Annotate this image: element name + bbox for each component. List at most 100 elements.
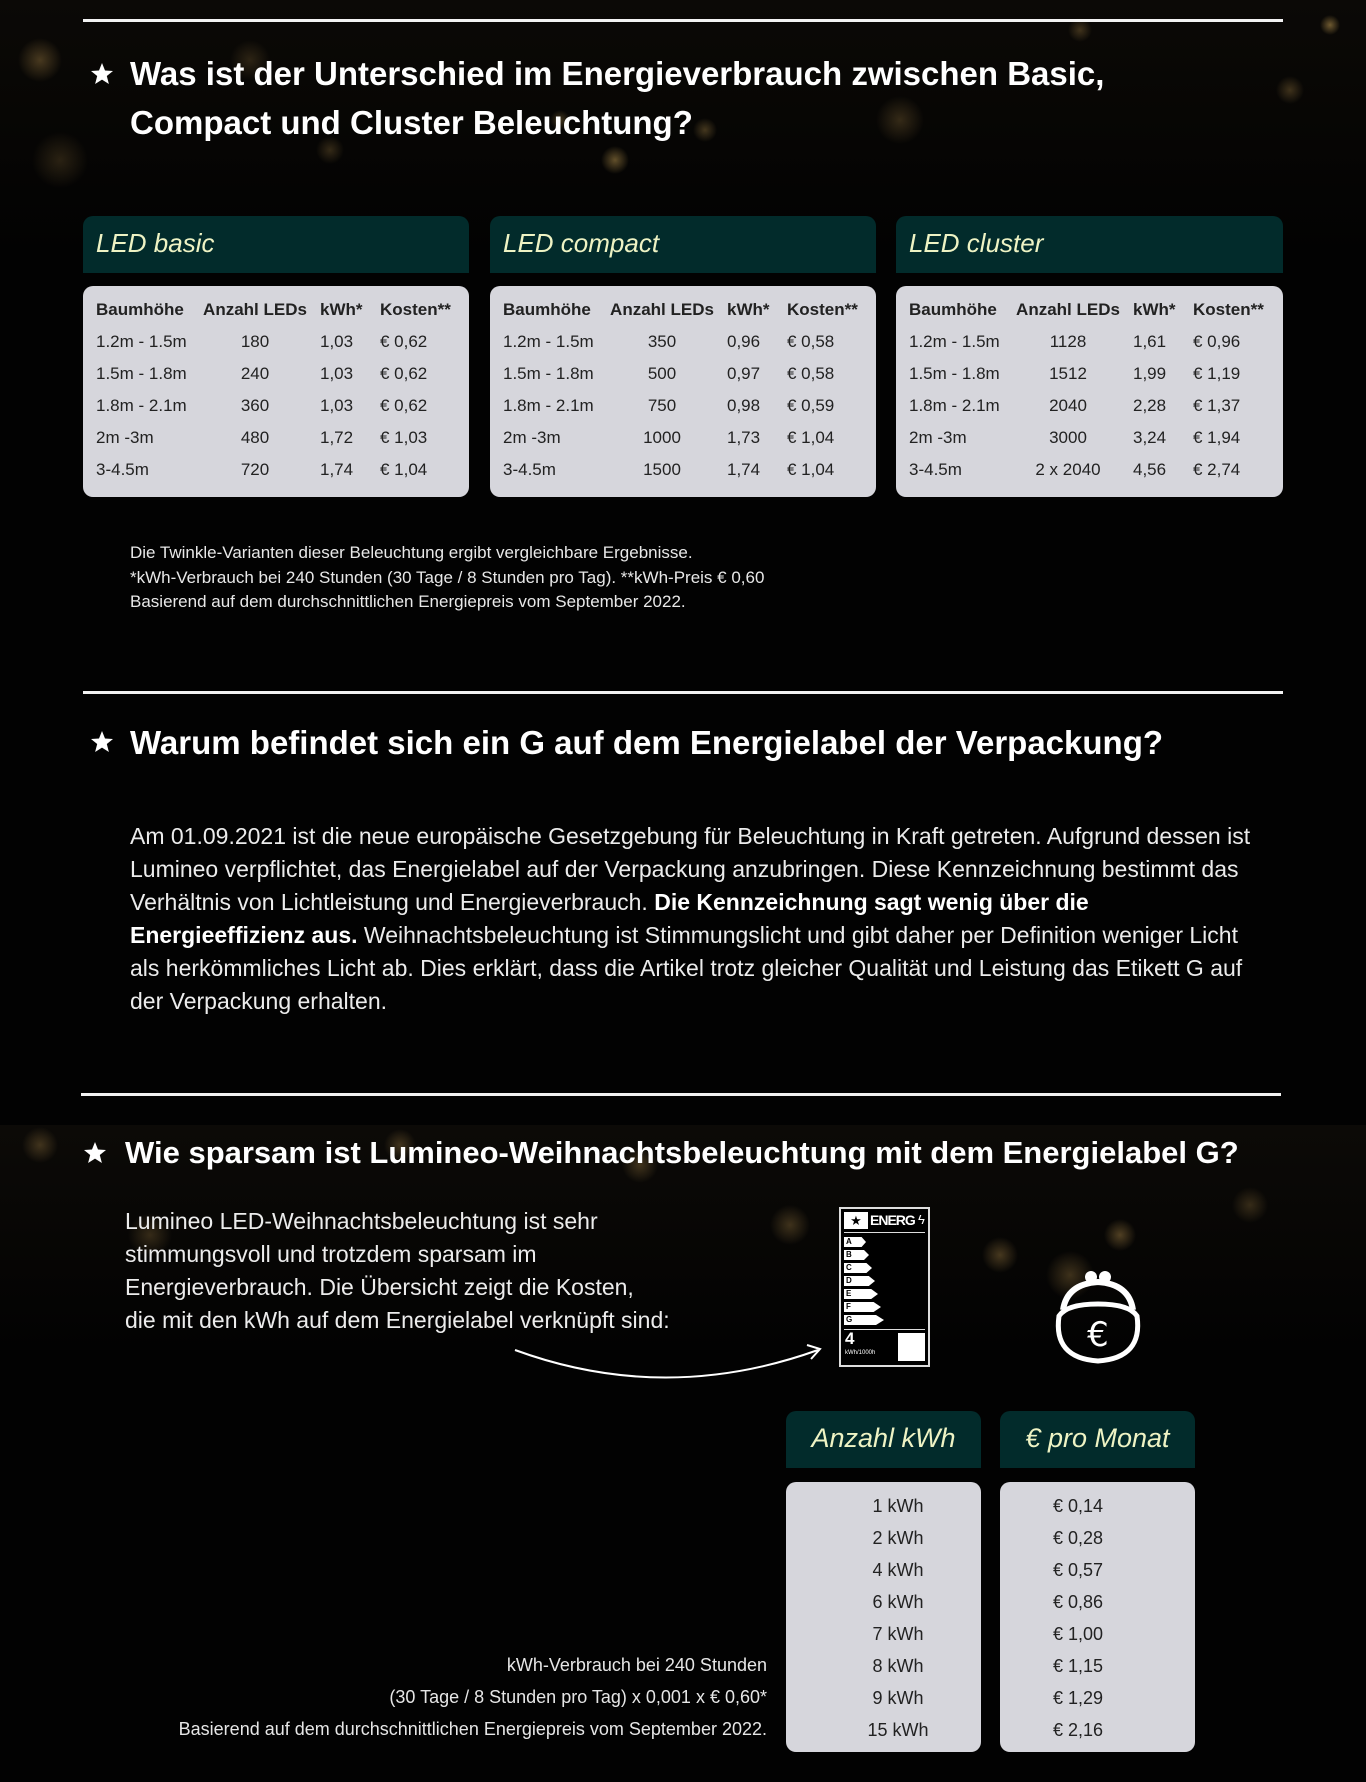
title-line: Compact und Cluster Beleuchtung? bbox=[130, 104, 693, 141]
led-count-cell: 3000 bbox=[1049, 428, 1087, 447]
tree-height-cell: 3-4.5m bbox=[909, 460, 962, 479]
cost-cell: € 0,62 bbox=[380, 364, 428, 383]
divider bbox=[81, 1093, 1281, 1096]
cost-cell: € 0,86 bbox=[1053, 1592, 1104, 1612]
cost-cell: € 1,04 bbox=[380, 460, 428, 479]
paragraph-text: Weihnachtsbeleuchtung ist Stimmungslicht… bbox=[130, 922, 1243, 1014]
column-header: kWh* bbox=[727, 300, 770, 319]
led-count-cell: 350 bbox=[647, 332, 677, 351]
kwh-cell: 2 kWh bbox=[872, 1528, 924, 1548]
title-line: Was ist der Unterschied im Energieverbra… bbox=[130, 55, 1105, 92]
purse-euro-icon: € bbox=[1055, 1271, 1141, 1364]
kwh-cell: 3,24 bbox=[1133, 428, 1167, 447]
star-icon bbox=[91, 731, 113, 752]
cost-cell: € 1,19 bbox=[1193, 364, 1241, 383]
led-count-cell: 750 bbox=[647, 396, 677, 415]
formula-note: (30 Tage / 8 Stunden pro Tag) x 0,001 x … bbox=[389, 1687, 767, 1707]
energy-class-arrow: D bbox=[844, 1276, 875, 1286]
energy-class-arrow: B bbox=[844, 1250, 869, 1260]
footnote: Basierend auf dem durchschnittlichen Ene… bbox=[130, 592, 686, 611]
kwh-cell: 4 kWh bbox=[872, 1560, 924, 1580]
cost-column-header: € pro Monat bbox=[1000, 1411, 1195, 1468]
table-title: LED cluster bbox=[909, 228, 1044, 258]
section-title-savings: Wie sparsam ist Lumineo-Weihnachtsbeleuc… bbox=[125, 1135, 1239, 1170]
cost-cell: € 0,62 bbox=[380, 396, 428, 415]
column-header: Baumhöhe bbox=[96, 300, 184, 319]
paragraph-text: Am 01.09.2021 ist die neue europäische G… bbox=[130, 823, 1251, 915]
cost-cell: € 1,15 bbox=[1053, 1656, 1104, 1676]
intro-line: die mit den kWh auf dem Energielabel ver… bbox=[125, 1307, 670, 1333]
kwh-cell: 0,97 bbox=[727, 364, 761, 383]
cost-cell: € 1,37 bbox=[1193, 396, 1241, 415]
section-title-energy-comparison: Was ist der Unterschied im Energieverbra… bbox=[130, 49, 1104, 147]
led-count-cell: 1512 bbox=[1049, 364, 1087, 383]
column-header: kWh* bbox=[320, 300, 363, 319]
kwh-cell: 7 kWh bbox=[872, 1624, 924, 1644]
cost-cell: € 0,14 bbox=[1053, 1496, 1104, 1516]
kwh-column-header: Anzahl kWh bbox=[786, 1411, 981, 1468]
energy-label-title: ENERG bbox=[870, 1212, 916, 1228]
tree-height-cell: 1.5m - 1.8m bbox=[909, 364, 1000, 383]
table-led-basic: Baumhöhe Anzahl LEDs kWh* Kosten** 1.2m - 1.… bbox=[83, 286, 469, 497]
kwh-cell: 1,99 bbox=[1133, 364, 1167, 383]
formula-note: Basierend auf dem durchschnittlichen Ene… bbox=[178, 1719, 767, 1739]
curved-arrow-icon bbox=[514, 1344, 822, 1379]
kwh-cell: 0,98 bbox=[727, 396, 761, 415]
led-count-cell: 2 x 2040 bbox=[1035, 460, 1101, 479]
table-title: LED compact bbox=[503, 228, 660, 258]
energy-label-value: 4 bbox=[845, 1329, 855, 1348]
cost-cell: € 1,29 bbox=[1053, 1688, 1104, 1708]
tree-height-cell: 3-4.5m bbox=[96, 460, 149, 479]
section-title-energy-label-g: Warum befindet sich ein G auf dem Energi… bbox=[130, 724, 1164, 761]
tree-height-cell: 1.5m - 1.8m bbox=[96, 364, 187, 383]
star-icon bbox=[84, 1142, 106, 1163]
kwh-cell: 1,72 bbox=[320, 428, 354, 447]
column-header: Baumhöhe bbox=[909, 300, 997, 319]
savings-intro: Lumineo LED-Weihnachtsbeleuchtung ist se… bbox=[125, 1205, 670, 1337]
column-header: kWh* bbox=[1133, 300, 1176, 319]
kwh-cell: 0,96 bbox=[727, 332, 761, 351]
energy-class-arrow: E bbox=[844, 1289, 878, 1299]
cost-cell: € 1,04 bbox=[787, 460, 835, 479]
svg-text:€: € bbox=[1087, 1315, 1109, 1355]
led-count-cell: 1000 bbox=[643, 428, 681, 447]
lightning-icon: ϟ bbox=[918, 1212, 925, 1227]
energy-class-arrow: A bbox=[844, 1237, 866, 1247]
tree-height-cell: 1.2m - 1.5m bbox=[909, 332, 1000, 351]
tree-height-cell: 1.8m - 2.1m bbox=[503, 396, 594, 415]
cost-cell: € 1,04 bbox=[787, 428, 835, 447]
cost-cell: € 0,57 bbox=[1053, 1560, 1104, 1580]
kwh-cell: 1,03 bbox=[320, 332, 354, 351]
column-title: Anzahl kWh bbox=[811, 1423, 956, 1453]
footnote: *kWh-Verbrauch bei 240 Stunden (30 Tage … bbox=[130, 567, 765, 587]
table-header-led-basic: LED basic bbox=[83, 216, 469, 273]
tree-height-cell: 2m -3m bbox=[96, 428, 154, 447]
kwh-cell: 1 kWh bbox=[872, 1496, 924, 1516]
table-header-led-compact: LED compact bbox=[490, 216, 876, 273]
kwh-cell: 4,56 bbox=[1133, 460, 1167, 479]
tree-height-cell: 1.2m - 1.5m bbox=[503, 332, 594, 351]
led-count-cell: 360 bbox=[240, 396, 270, 415]
led-count-cell: 500 bbox=[647, 364, 677, 383]
cost-cell: € 1,00 bbox=[1053, 1624, 1104, 1644]
column-title: € pro Monat bbox=[1025, 1423, 1170, 1453]
led-count-cell: 480 bbox=[240, 428, 270, 447]
eu-star-icon: ★ bbox=[844, 1212, 868, 1229]
energy-class-arrow: G bbox=[844, 1315, 884, 1325]
cost-cell: € 0,58 bbox=[787, 364, 835, 383]
cost-cell: € 0,62 bbox=[380, 332, 428, 351]
kwh-cell: 1,74 bbox=[727, 460, 761, 479]
divider bbox=[83, 691, 1283, 694]
table-led-cluster: Baumhöhe Anzahl LEDs kWh* Kosten** 1.2m - 1.… bbox=[896, 286, 1283, 497]
energy-class-arrow: C bbox=[844, 1263, 872, 1273]
kwh-cell: 1,73 bbox=[727, 428, 761, 447]
tree-height-cell: 2m -3m bbox=[909, 428, 967, 447]
column-header: Kosten** bbox=[380, 300, 451, 319]
energy-label-header: ★ ENERG ϟ bbox=[844, 1212, 925, 1230]
intro-line: stimmungsvoll und trotzdem sparsam im bbox=[125, 1241, 537, 1267]
kwh-cell: 1,03 bbox=[320, 396, 354, 415]
energy-label-explanation: Am 01.09.2021 ist die neue europäische G… bbox=[130, 820, 1270, 1018]
tree-height-cell: 3-4.5m bbox=[503, 460, 556, 479]
kwh-cell: 1,74 bbox=[320, 460, 354, 479]
